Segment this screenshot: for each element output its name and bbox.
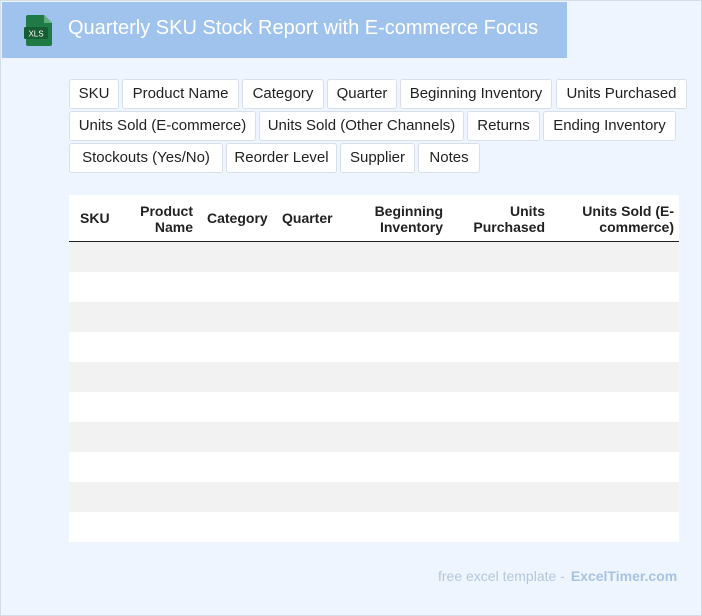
table-row[interactable] [69, 392, 679, 422]
table-row[interactable] [69, 332, 679, 362]
table-row[interactable] [69, 452, 679, 482]
header-units-purchased: Units Purchased [473, 203, 545, 235]
header-bar: XLS Quarterly SKU Stock Report with E-co… [2, 2, 567, 58]
header-category: Category [207, 210, 268, 226]
header-beginning-inventory: Beginning Inventory [374, 203, 443, 235]
footer-brand-link[interactable]: ExcelTimer.com [570, 568, 678, 584]
page-title: Quarterly SKU Stock Report with E-commer… [68, 17, 539, 39]
chip-units-sold-ecommerce[interactable]: Units Sold (E-commerce) [69, 111, 256, 141]
chip-units-sold-other[interactable]: Units Sold (Other Channels) [259, 111, 464, 141]
table-row[interactable] [69, 302, 679, 332]
table-row[interactable] [69, 512, 679, 542]
footer-credit: free excel template - ExcelTimer.com [438, 568, 677, 584]
header-product-name: Product Name [140, 203, 193, 235]
chip-stockouts[interactable]: Stockouts (Yes/No) [69, 143, 223, 173]
chip-sku[interactable]: SKU [69, 79, 119, 109]
footer-prefix: free excel template - [438, 568, 565, 584]
inventory-table: SKU Product Name Category Quarter Beginn… [69, 195, 679, 542]
chip-beginning-inventory[interactable]: Beginning Inventory [400, 79, 552, 109]
svg-text:XLS: XLS [28, 30, 43, 39]
table-header: SKU Product Name Category Quarter Beginn… [69, 195, 679, 242]
chip-reorder-level[interactable]: Reorder Level [226, 143, 337, 173]
table-row[interactable] [69, 242, 679, 272]
chip-ending-inventory[interactable]: Ending Inventory [543, 111, 676, 141]
chip-supplier[interactable]: Supplier [340, 143, 415, 173]
chip-returns[interactable]: Returns [467, 111, 540, 141]
chip-product-name[interactable]: Product Name [122, 79, 239, 109]
chip-notes[interactable]: Notes [418, 143, 480, 173]
chip-quarter[interactable]: Quarter [327, 79, 397, 109]
header-quarter: Quarter [282, 210, 333, 226]
table-row[interactable] [69, 422, 679, 452]
chip-units-purchased[interactable]: Units Purchased [556, 79, 687, 109]
header-units-sold-ecommerce: Units Sold (E- commerce) [582, 203, 674, 235]
excel-file-icon: XLS [24, 15, 52, 46]
table-row[interactable] [69, 272, 679, 302]
chip-category[interactable]: Category [242, 79, 324, 109]
header-sku: SKU [80, 210, 110, 226]
table-row[interactable] [69, 362, 679, 392]
table-row[interactable] [69, 482, 679, 512]
